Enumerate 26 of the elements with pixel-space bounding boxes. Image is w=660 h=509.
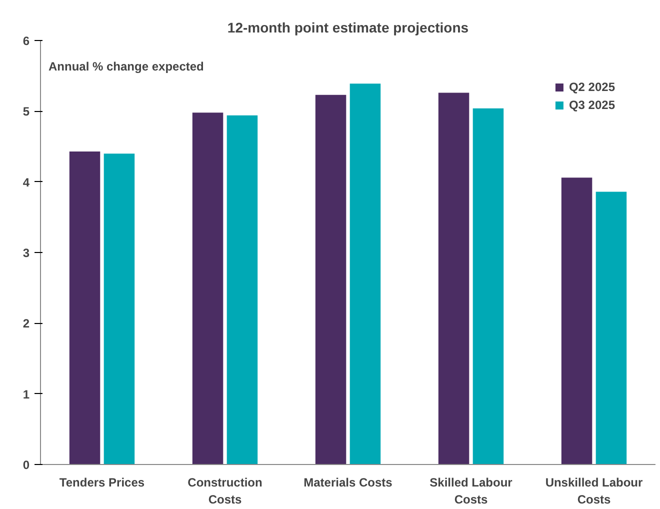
y-tick-label: 0: [22, 458, 30, 472]
legend-label: Q3 2025: [568, 98, 615, 112]
bar: [350, 84, 381, 464]
bar: [226, 115, 258, 464]
y-tick-label: 3: [22, 246, 30, 260]
x-tick-label: Construction Costs: [188, 476, 262, 506]
y-tick-label: 2: [22, 316, 30, 331]
bar: [69, 151, 100, 464]
bar: [315, 94, 346, 464]
y-tick-label: 4: [22, 175, 30, 190]
x-tick-label: Tenders Prices: [59, 476, 145, 490]
bar: [104, 154, 135, 464]
x-tick-label: Unskilled Labour Costs: [545, 476, 644, 506]
y-axis-title: Annual % change expected: [48, 60, 204, 74]
x-tick-label: Skilled Labour Costs: [430, 476, 513, 506]
bar: [596, 192, 627, 464]
chart-title: 12-month point estimate projections: [227, 20, 469, 36]
y-tick-label: 6: [22, 34, 30, 48]
x-tick-label: Materials Costs: [304, 476, 393, 490]
bar: [561, 178, 592, 464]
y-tick-label: 1: [22, 387, 30, 402]
bar: [472, 108, 504, 464]
y-tick-label: 5: [22, 104, 30, 119]
bar: [438, 92, 470, 464]
legend-label: Q2 2025: [568, 80, 615, 94]
bar: [192, 112, 224, 464]
